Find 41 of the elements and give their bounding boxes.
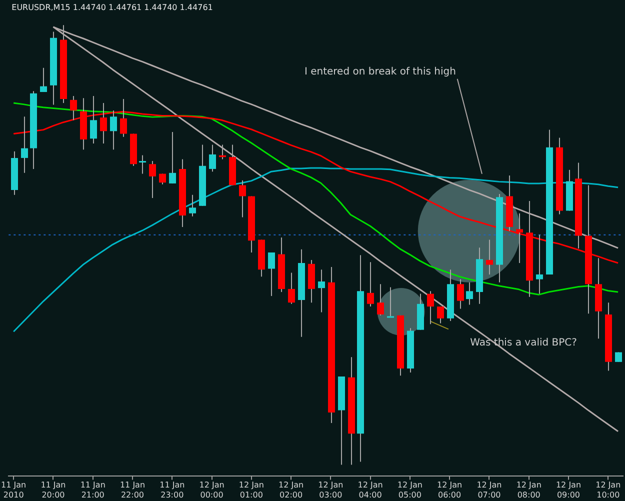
candlestick: [239, 180, 246, 218]
candlestick: [466, 282, 473, 306]
candlestick: [169, 132, 176, 184]
x-tick-label: 12 Jan 04:00: [358, 480, 383, 500]
candlestick: [40, 67, 47, 93]
candlestick: [139, 154, 146, 174]
candlestick: [536, 234, 543, 294]
x-tick-label: 12 Jan 06:00: [437, 480, 462, 500]
x-tick-label: 12 Jan 00:00: [199, 480, 224, 500]
x-tick-label: 11 Jan 2010: [1, 480, 26, 500]
x-tick-label: 12 Jan 02:00: [278, 480, 304, 500]
candlestick: [268, 252, 275, 296]
annotation: I entered on break of this high: [304, 66, 456, 78]
candlestick: [377, 284, 384, 316]
x-tick-label: 12 Jan 03:00: [318, 480, 344, 500]
candlestick: [90, 95, 97, 144]
candlestick: [288, 272, 295, 304]
chart-title: EURUSDR,M15 1.44740 1.44761 1.44740 1.44761: [12, 3, 213, 12]
candlestick: [367, 262, 374, 308]
candlestick: [189, 194, 196, 217]
candlestick: [437, 306, 444, 324]
candlestick: [387, 286, 394, 318]
x-tick-label: 12 Jan 01:00: [238, 480, 264, 500]
x-tick-label: 12 Jan 10:00: [596, 480, 621, 500]
annotation: Was this a valid BPC?: [470, 337, 577, 348]
x-tick-label: 11 Jan 21:00: [80, 480, 106, 500]
candlestick: [486, 239, 493, 275]
candlestick: [318, 269, 325, 313]
candlestick: [21, 116, 28, 174]
candlestick: [110, 110, 117, 150]
x-tick-label: 12 Jan 09:00: [556, 480, 582, 500]
candlestick: [427, 290, 434, 325]
x-tick-label: 11 Jan 23:00: [160, 480, 185, 500]
x-tick-label: 11 Jan 22:00: [120, 480, 146, 500]
x-tick-label: 12 Jan 07:00: [476, 480, 502, 500]
x-tick-label: 12 Jan 08:00: [516, 480, 542, 500]
x-tick-label: 11 Jan 20:00: [40, 480, 66, 500]
candlestick: [209, 144, 216, 172]
x-tick-label: 12 Jan 05:00: [397, 480, 422, 500]
candlestick: [457, 278, 464, 310]
candlestick: [149, 160, 156, 198]
